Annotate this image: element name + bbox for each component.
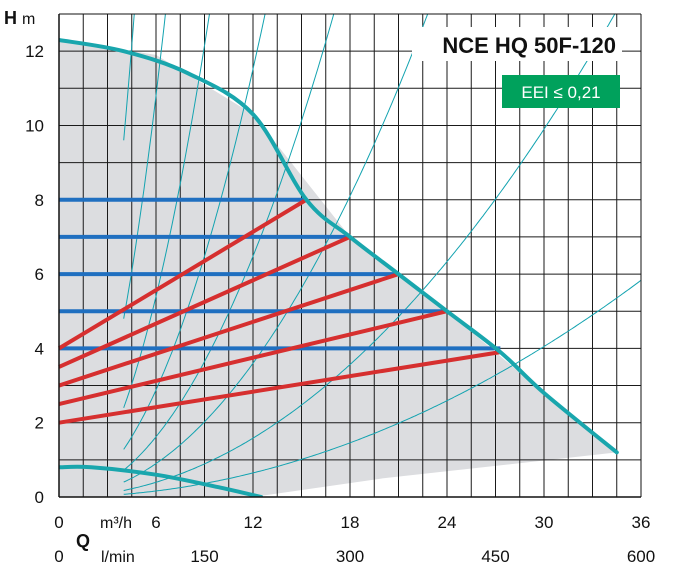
proportional-pressure-line bbox=[57, 198, 308, 351]
operating-area bbox=[59, 40, 617, 497]
x-tick-label-secondary: 0 bbox=[54, 547, 63, 566]
system-curve bbox=[123, 14, 335, 471]
y-tick-label: 12 bbox=[25, 42, 44, 61]
max-speed-curve bbox=[59, 38, 619, 455]
x-tick-label-secondary: 150 bbox=[190, 547, 218, 566]
x-tick-label-primary: 6 bbox=[151, 513, 160, 532]
y-tick-label: 8 bbox=[35, 191, 44, 210]
system-curve bbox=[123, 14, 166, 319]
x-tick-label-primary: 12 bbox=[244, 513, 263, 532]
y-tick-label: 10 bbox=[25, 117, 44, 136]
x-tick-label-primary: 18 bbox=[341, 513, 360, 532]
system-curve bbox=[123, 14, 616, 491]
x-tick-label-secondary: 450 bbox=[481, 547, 509, 566]
x-axis-unit-primary: m³/h bbox=[100, 515, 132, 532]
y-axis-symbol: H bbox=[4, 8, 17, 28]
eei-badge-label: EEI ≤ 0,21 bbox=[521, 83, 600, 102]
x-axis-symbol: Q bbox=[76, 531, 90, 551]
x-tick-label-primary: 0 bbox=[54, 513, 63, 532]
proportional-pressure-line bbox=[58, 235, 351, 369]
x-tick-label-secondary: 300 bbox=[336, 547, 364, 566]
y-tick-label: 2 bbox=[35, 414, 44, 433]
system-curve bbox=[123, 14, 429, 483]
eei-badge bbox=[502, 75, 620, 108]
proportional-pressure-line bbox=[58, 272, 400, 388]
title-backdrop bbox=[412, 27, 622, 61]
x-axis-unit-secondary: l/min bbox=[101, 549, 135, 566]
system-curve bbox=[123, 14, 135, 141]
y-axis-unit: m bbox=[22, 11, 35, 28]
chart-title: NCE HQ 50F-120 bbox=[442, 33, 616, 58]
y-tick-label: 6 bbox=[35, 265, 44, 284]
proportional-pressure-line bbox=[58, 350, 501, 425]
x-tick-label-primary: 30 bbox=[535, 513, 554, 532]
system-curve bbox=[123, 279, 641, 495]
x-tick-label-primary: 36 bbox=[632, 513, 651, 532]
proportional-pressure-line bbox=[58, 309, 448, 407]
x-tick-label-primary: 24 bbox=[438, 513, 457, 532]
y-tick-label: 0 bbox=[35, 488, 44, 507]
x-tick-label-secondary: 600 bbox=[627, 547, 655, 566]
y-tick-label: 4 bbox=[35, 339, 44, 358]
min-speed-curve bbox=[59, 464, 264, 497]
